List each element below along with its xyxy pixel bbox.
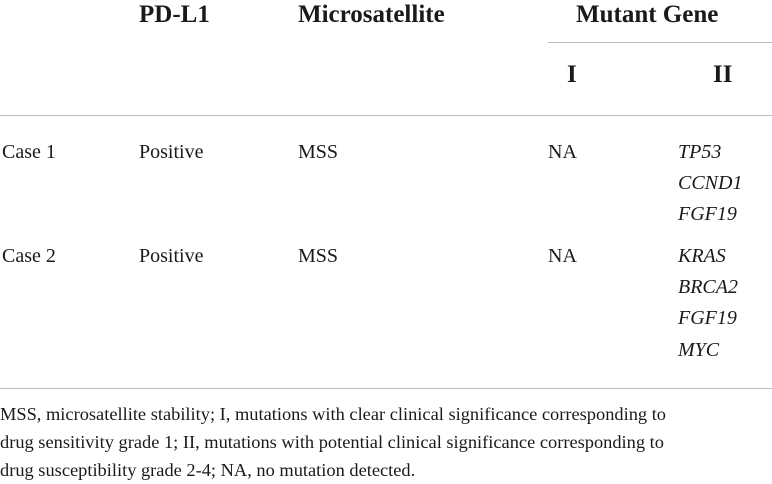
row1-case: Case 1 [2, 141, 56, 163]
footnote-line-2: drug sensitivity grade 1; II, mutations … [0, 432, 664, 452]
header-sub-i: I [567, 61, 577, 88]
row1-gene-ii-3: FGF19 [678, 203, 737, 225]
header-mutant-gene: Mutant Gene [576, 1, 719, 28]
table-footnote: MSS, microsatellite stability; I, mutati… [0, 400, 772, 484]
row2-case: Case 2 [2, 245, 56, 267]
row2-gene-ii-1: KRAS [678, 245, 726, 267]
header-pdl1: PD-L1 [139, 1, 210, 28]
row2-microsatellite: MSS [298, 245, 339, 267]
row2-gene-ii-4: MYC [678, 339, 720, 361]
row1-gene-ii-1: TP53 [678, 141, 722, 163]
row2-gene-ii-3: FGF19 [678, 307, 737, 329]
row1-gene-ii-2: CCND1 [678, 172, 743, 194]
header-bottom-rule [0, 115, 772, 116]
row1-microsatellite: MSS [298, 141, 339, 163]
row2-pdl1: Positive [139, 245, 204, 267]
footnote-line-1: MSS, microsatellite stability; I, mutati… [0, 404, 666, 424]
footnote-line-3: drug susceptibility grade 2-4; NA, no mu… [0, 460, 416, 480]
row1-pdl1: Positive [139, 141, 204, 163]
row2-gene-ii-2: BRCA2 [678, 276, 738, 298]
row1-gene-i: NA [548, 141, 577, 163]
header-sub-ii: II [713, 61, 733, 88]
header-microsatellite: Microsatellite [298, 1, 445, 28]
row2-gene-i: NA [548, 245, 577, 267]
table-bottom-rule [0, 388, 772, 389]
mutant-gene-divider [548, 42, 772, 43]
